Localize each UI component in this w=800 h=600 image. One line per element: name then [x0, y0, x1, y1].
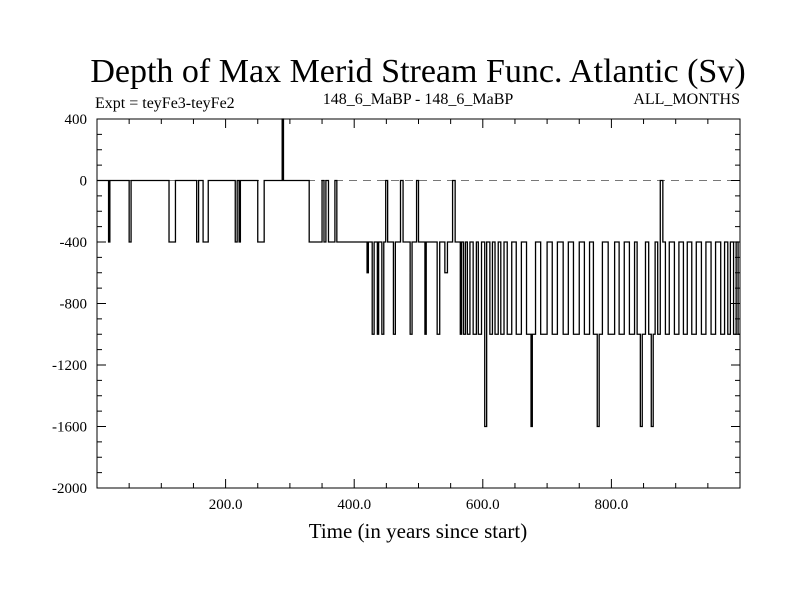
x-tick-label: 800.0: [595, 497, 629, 513]
series-group: [97, 118, 740, 428]
x-tick-label: 200.0: [209, 497, 243, 513]
plot-frame: [96, 118, 741, 489]
x-axis-label: Time (in years since start): [309, 519, 528, 543]
series-line-0: [97, 118, 740, 428]
plot-area: 200.0 400.0 600.0 800.0 400 0 -400 -800 -1200 -1…: [52, 112, 741, 513]
subtitle-period: 148_6_MaBP - 148_6_MaBP: [323, 91, 514, 108]
y-tick-label: 400: [65, 112, 88, 128]
y-tick-label: -1600: [52, 420, 87, 436]
chart-title: Depth of Max Merid Stream Func. Atlantic…: [90, 53, 745, 90]
y-tick-label: -400: [60, 235, 88, 251]
x-tick-label: 600.0: [466, 497, 500, 513]
y-tick-label: -800: [60, 297, 88, 313]
y-tick-label: 0: [80, 174, 88, 190]
subtitle-months: ALL_MONTHS: [633, 91, 740, 108]
y-tick-label: -2000: [52, 481, 87, 497]
subtitle-experiment: Expt = teyFe3-teyFe2: [95, 95, 235, 112]
x-tick-label: 400.0: [337, 497, 371, 513]
y-tick-label: -1200: [52, 358, 87, 374]
y-axis-ticks: 400 0 -400 -800 -1200 -1600 -2000: [52, 112, 740, 497]
x-axis-ticks: 200.0 400.0 600.0 800.0: [128, 119, 709, 513]
